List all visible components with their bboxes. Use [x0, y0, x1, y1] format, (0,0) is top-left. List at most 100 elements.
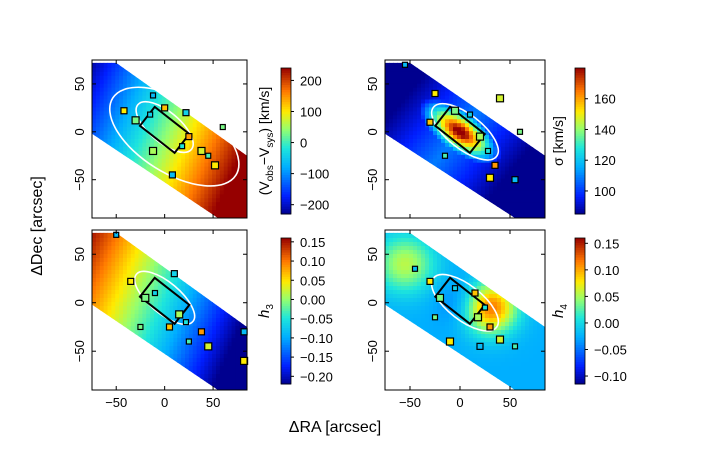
map-cell: [219, 386, 225, 390]
map-cell: [177, 119, 182, 124]
map-cell: [216, 67, 221, 73]
map-cell: [146, 135, 151, 140]
map-cell: [537, 95, 542, 101]
map-cell: [216, 306, 221, 311]
map-cell: [389, 119, 394, 124]
map-cell: [493, 75, 498, 81]
map-cell: [405, 170, 410, 176]
map-cell: [134, 75, 140, 81]
map-cell: [150, 71, 155, 77]
map-cell: [227, 87, 233, 93]
map-cell: [208, 62, 213, 65]
map-cell: [107, 146, 112, 152]
map-cell: [204, 366, 209, 371]
map-cell: [441, 75, 446, 81]
map-cell: [401, 111, 406, 116]
map-cell: [181, 362, 186, 367]
map-cell: [449, 194, 454, 199]
map-cell: [529, 83, 534, 89]
map-cell: [231, 107, 236, 112]
map-cell: [103, 266, 109, 271]
map-cell: [130, 286, 136, 291]
map-cell: [115, 131, 120, 136]
map-cell: [134, 322, 140, 327]
map-cell: [231, 91, 236, 97]
map-cell: [165, 346, 171, 351]
map-cell: [473, 190, 478, 195]
map-cell: [142, 250, 147, 255]
map-cell: [154, 210, 159, 215]
map-cell: [173, 83, 178, 89]
map-cell: [146, 123, 151, 128]
map-cell: [231, 386, 236, 390]
map-cell: [421, 115, 426, 120]
map-cell: [107, 286, 112, 291]
map-cell: [231, 330, 236, 335]
map-cell: [473, 158, 478, 164]
map-cell: [212, 238, 217, 243]
map-cell: [177, 162, 182, 168]
map-cell: [429, 95, 434, 101]
colorbar-swatch: [575, 158, 585, 161]
map-cell: [208, 278, 213, 283]
map-cell: [445, 198, 450, 203]
map-cell: [165, 111, 171, 116]
map-cell: [461, 103, 466, 108]
map-cell: [173, 67, 178, 73]
map-cell: [138, 370, 143, 375]
map-cell: [99, 87, 105, 93]
map-cell: [219, 198, 225, 203]
map-cell: [130, 170, 136, 176]
map-cell: [107, 306, 112, 311]
map-cell: [204, 334, 209, 339]
map-cell: [239, 294, 244, 299]
map-cell: [529, 119, 534, 124]
map-cell: [134, 362, 140, 367]
map-cell: [92, 234, 97, 239]
map-cell: [150, 67, 155, 73]
map-cell: [505, 174, 510, 180]
colorbar-swatch: [575, 167, 585, 171]
map-cell: [212, 127, 217, 132]
map-cell: [457, 91, 462, 97]
map-cell: [465, 174, 470, 180]
colorbar-swatch: [575, 70, 585, 74]
map-cell: [185, 282, 190, 287]
map-cell: [99, 67, 105, 73]
map-cell: [111, 242, 116, 247]
map-cell: [185, 190, 190, 195]
map-cell: [212, 330, 217, 335]
map-cell: [216, 210, 221, 215]
map-cell: [417, 142, 422, 148]
map-cell: [219, 270, 225, 275]
map-cell: [154, 322, 159, 327]
map-cell: [421, 119, 426, 124]
map-cell: [169, 286, 174, 291]
map-cell: [457, 67, 462, 73]
map-cell: [437, 142, 442, 148]
map-cell: [239, 314, 244, 319]
map-cell: [497, 166, 502, 172]
map-cell: [142, 232, 147, 235]
map-cell: [103, 135, 109, 140]
map-cell: [103, 158, 109, 164]
map-cell: [115, 246, 120, 251]
map-cell: [481, 111, 486, 116]
map-cell: [123, 123, 128, 128]
map-cell: [138, 350, 143, 355]
map-cell: [146, 127, 151, 132]
map-cell: [177, 378, 182, 383]
map-cell: [219, 290, 225, 295]
map-cell: [161, 318, 167, 323]
map-cell: [138, 266, 143, 271]
map-cell: [537, 170, 542, 176]
map-cell: [216, 194, 221, 199]
colorbar-swatch: [281, 153, 291, 157]
map-cell: [103, 87, 109, 93]
map-cell: [469, 182, 474, 187]
map-cell: [181, 378, 186, 383]
map-cell: [169, 278, 174, 283]
map-cell: [223, 194, 229, 199]
map-cell: [111, 210, 116, 215]
map-cell: [489, 142, 494, 148]
